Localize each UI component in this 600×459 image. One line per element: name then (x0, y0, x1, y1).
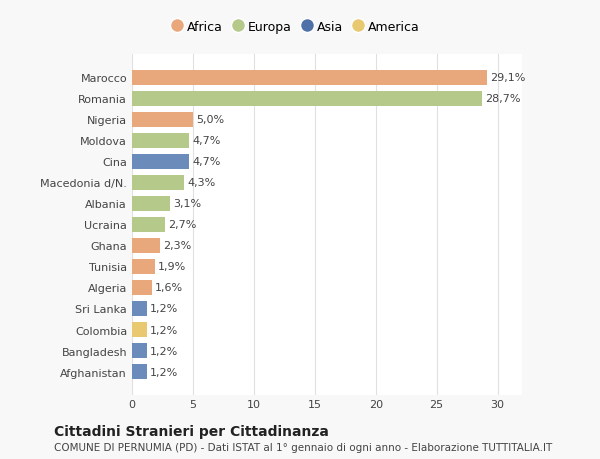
Text: 2,7%: 2,7% (168, 220, 196, 230)
Text: 1,9%: 1,9% (158, 262, 187, 272)
Bar (132, 322, 146, 337)
Bar (132, 218, 165, 232)
Text: 29,1%: 29,1% (490, 73, 525, 83)
Text: 1,2%: 1,2% (149, 325, 178, 335)
Bar (132, 175, 184, 190)
Bar (132, 364, 146, 379)
Text: 4,3%: 4,3% (187, 178, 216, 188)
Bar (132, 280, 151, 296)
Text: 4,7%: 4,7% (193, 136, 221, 146)
Bar (132, 196, 170, 212)
Text: 28,7%: 28,7% (485, 94, 520, 104)
Bar (132, 71, 487, 86)
Bar (132, 91, 482, 106)
Text: 1,6%: 1,6% (155, 283, 182, 293)
Text: Cittadini Stranieri per Cittadinanza: Cittadini Stranieri per Cittadinanza (54, 425, 329, 438)
Bar (132, 154, 189, 169)
Text: 1,2%: 1,2% (149, 304, 178, 314)
Text: 4,7%: 4,7% (193, 157, 221, 167)
Text: 1,2%: 1,2% (149, 367, 178, 377)
Bar (132, 238, 160, 253)
Bar (132, 343, 146, 358)
Bar (132, 134, 189, 149)
Text: COMUNE DI PERNUMIA (PD) - Dati ISTAT al 1° gennaio di ogni anno - Elaborazione T: COMUNE DI PERNUMIA (PD) - Dati ISTAT al … (54, 442, 552, 452)
Bar (132, 301, 146, 316)
Text: 1,2%: 1,2% (149, 346, 178, 356)
Text: 5,0%: 5,0% (196, 115, 224, 125)
Bar (132, 112, 193, 128)
Text: 2,3%: 2,3% (163, 241, 191, 251)
Text: 3,1%: 3,1% (173, 199, 201, 209)
Bar (132, 259, 155, 274)
Legend: Africa, Europa, Asia, America: Africa, Europa, Asia, America (168, 17, 424, 38)
